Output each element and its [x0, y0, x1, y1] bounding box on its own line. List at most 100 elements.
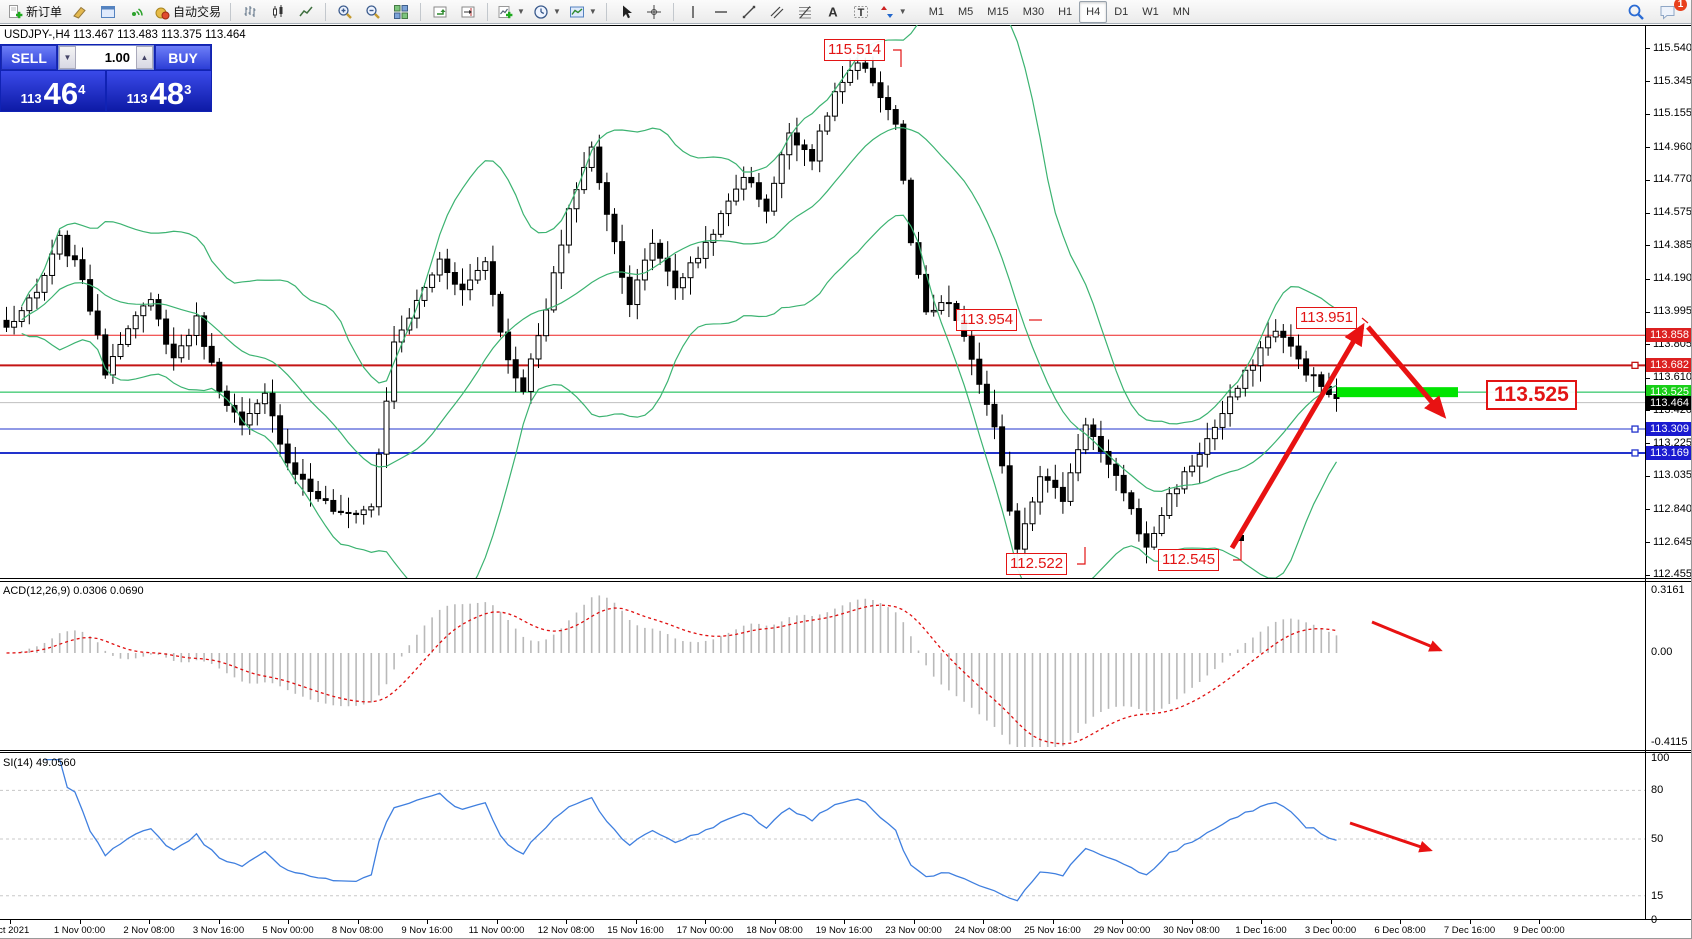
arrange-charts-2-icon [461, 6, 475, 17]
time-tick [10, 920, 11, 924]
chevron-down-icon: ▼ [517, 7, 525, 16]
line-chart-mode-button[interactable] [293, 1, 319, 23]
macd-scale-top: 0.3161 [1651, 584, 1685, 596]
rsi-indicator-pane[interactable] [0, 753, 1645, 919]
timeframe-button-w1[interactable]: W1 [1142, 5, 1159, 18]
shapes-icon [880, 5, 893, 18]
fibonacci-icon [798, 5, 811, 18]
chevron-down-icon: ▼ [588, 7, 597, 16]
time-tick [913, 920, 915, 924]
timeframe-button-h1[interactable]: H1 [1058, 5, 1073, 18]
time-axis-label: 5 Nov 00:00 [262, 925, 314, 936]
price-badge-113-309: 113.309 [1646, 422, 1691, 437]
trendline-icon [742, 5, 755, 18]
search-button[interactable] [1623, 1, 1649, 23]
templates-dropdown[interactable]: ▼ [566, 1, 600, 23]
price-annotation-113-954[interactable]: 113.954 [956, 309, 1018, 331]
time-axis-label: 6 Dec 08:00 [1374, 925, 1426, 936]
bar-chart-mode-button[interactable] [237, 1, 263, 23]
time-axis-label: 8 Nov 08:00 [331, 925, 384, 936]
sell-price-display[interactable]: 113 46 4 [1, 71, 105, 111]
candlestick-mode-button[interactable] [265, 1, 291, 23]
toolbar-right-group: 1 [1623, 0, 1687, 23]
time-tick [79, 920, 81, 924]
text-tool[interactable]: A [820, 1, 846, 23]
buy-price-big: 48 [149, 76, 185, 111]
notification-badge: 1 [1674, 0, 1687, 11]
pane-splitter[interactable] [0, 578, 1691, 582]
signal-icon [132, 7, 143, 16]
price-tick-label: 112.455 [1653, 568, 1692, 581]
timeframe-button-mn[interactable]: MN [1172, 5, 1190, 18]
price-tick-mark [1646, 509, 1650, 511]
new-order-button[interactable]: 新订单 [4, 1, 65, 23]
text-label-tool[interactable]: T [848, 1, 874, 23]
arrows-tool-dropdown[interactable]: ▼ [876, 1, 910, 23]
time-tick [496, 920, 498, 924]
time-tick [149, 920, 150, 924]
new-order-label: 新订单 [26, 5, 63, 19]
periodicity-dropdown[interactable]: ▼ [530, 1, 564, 23]
price-tick-mark [1646, 311, 1650, 313]
cursor-tool-button[interactable] [613, 1, 639, 23]
volume-increase-button[interactable]: ▲ [136, 46, 153, 69]
buy-button[interactable]: BUY [155, 45, 211, 70]
time-axis-label: 7 Dec 16:00 [1443, 925, 1496, 936]
zoom-out-icon [366, 4, 380, 19]
vertical-line-tool[interactable] [680, 1, 706, 23]
market-watch-button[interactable] [95, 1, 121, 23]
price-tick-mark [1646, 377, 1650, 379]
price-annotation-112-522[interactable]: 112.522 [1006, 553, 1068, 575]
time-tick [566, 920, 567, 924]
new-chart-dropdown[interactable]: ▼ [494, 1, 528, 23]
buy-price-display[interactable]: 113 48 3 [107, 71, 211, 111]
timeframe-button-m15[interactable]: M15 [987, 5, 1009, 18]
tile-windows-button[interactable] [388, 1, 414, 23]
macd-scale-bottom: -0.4115 [1651, 736, 1688, 748]
rsi-scale-15: 15 [1651, 889, 1664, 902]
time-tick [288, 920, 289, 924]
price-tick-mark [1646, 48, 1650, 49]
main-price-chart[interactable] [0, 25, 1645, 578]
crosshair-tool-button[interactable] [641, 1, 667, 23]
rsi-label: SI(14) 49.0560 [3, 757, 76, 769]
equidistant-channel-tool[interactable] [764, 1, 790, 23]
time-tick [1469, 920, 1471, 924]
volume-input[interactable] [76, 46, 136, 69]
chart-shift-button[interactable] [455, 1, 481, 23]
sell-button[interactable]: SELL [1, 45, 57, 70]
notifications-button[interactable]: 1 [1655, 0, 1687, 23]
zoom-out-button[interactable] [360, 1, 386, 23]
timeframe-button-d1[interactable]: D1 [1114, 5, 1129, 18]
price-annotation-113-951[interactable]: 113.951 [1296, 307, 1358, 329]
time-axis[interactable]: Oct 2021 1 Nov 00:00 2 Nov 08:00 3 Nov 16:0… [0, 919, 1691, 938]
price-annotation-113-525[interactable]: 113.525 [1486, 380, 1577, 410]
time-axis-label: 23 Nov 00:00 [885, 925, 942, 936]
time-tick [774, 920, 776, 924]
pane-splitter[interactable] [0, 750, 1691, 753]
macd-indicator-pane[interactable] [0, 582, 1645, 750]
timeframe-button-m30[interactable]: M30 [1022, 5, 1045, 18]
time-tick [357, 920, 359, 924]
price-tick-mark [1646, 147, 1650, 149]
price-tick-label: 112.645 [1653, 535, 1692, 548]
price-tick-mark [1646, 443, 1650, 445]
volume-decrease-button[interactable]: ▼ [59, 46, 76, 69]
fibonacci-tool[interactable] [792, 1, 818, 23]
trendline-tool[interactable] [736, 1, 762, 23]
profiles-button[interactable] [67, 1, 93, 23]
price-tick-label: 113.035 [1653, 469, 1692, 482]
timeframe-button-h4[interactable]: H4 [1079, 0, 1108, 23]
autotrade-icon [155, 7, 170, 19]
signals-button[interactable] [123, 1, 149, 23]
toolbar-separator [605, 2, 607, 21]
auto-scroll-button[interactable] [427, 1, 453, 23]
price-annotation-112-545[interactable]: 112.545 [1158, 549, 1220, 571]
auto-trading-button[interactable]: 自动交易 [151, 1, 224, 23]
horizontal-line-tool[interactable] [708, 1, 734, 23]
timeframe-button-m5[interactable]: M5 [958, 5, 974, 18]
zoom-in-button[interactable] [332, 1, 358, 23]
timeframe-button-m1[interactable]: M1 [928, 5, 944, 18]
price-annotation-115-514[interactable]: 115.514 [824, 39, 886, 61]
price-tick-mark [1646, 410, 1650, 412]
